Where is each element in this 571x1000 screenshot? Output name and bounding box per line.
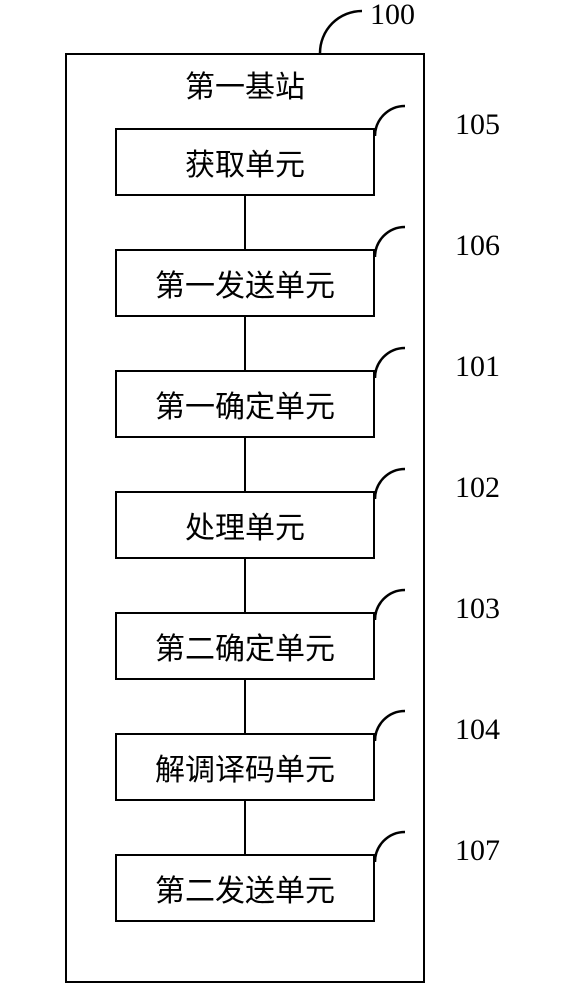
- ref-107: 107: [455, 834, 500, 868]
- diagram-stage: 100 第一基站 获取单元105第一发送单元106第一确定单元101处理单元10…: [0, 0, 571, 1000]
